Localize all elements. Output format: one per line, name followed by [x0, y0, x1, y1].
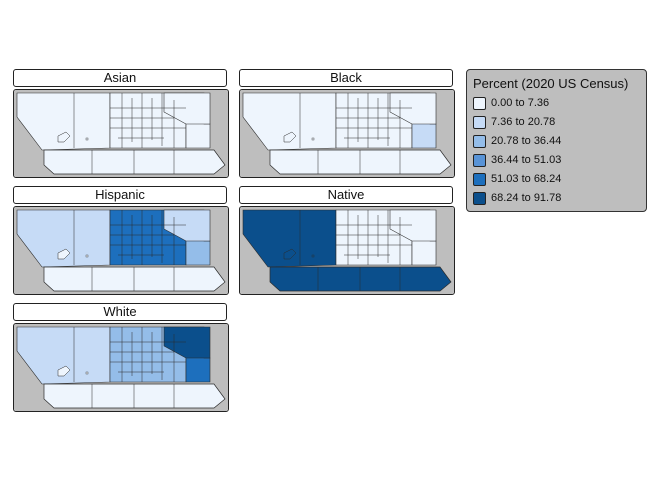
tract-boundaries — [73, 93, 186, 174]
region-west — [16, 92, 111, 151]
map-frame — [13, 323, 229, 412]
enclave-patch — [57, 131, 71, 143]
region-south — [269, 266, 452, 292]
legend-label: 68.24 to 91.78 — [491, 192, 562, 204]
legend-swatch — [473, 192, 486, 205]
choropleth-map — [240, 207, 454, 294]
enclave-dot — [311, 254, 315, 258]
legend: Percent (2020 US Census) 0.00 to 7.36 7.… — [466, 69, 647, 212]
region-south — [43, 266, 226, 292]
enclave-dot — [85, 137, 89, 141]
legend-swatch — [473, 135, 486, 148]
choropleth-map — [240, 90, 454, 177]
region-northeast — [163, 92, 211, 125]
enclave-patch — [57, 365, 71, 377]
region-northeast — [389, 92, 437, 125]
region-south — [269, 149, 452, 175]
facet-label: Native — [239, 186, 453, 204]
region-west — [16, 326, 111, 385]
legend-swatch — [473, 97, 486, 110]
enclave-dot — [311, 137, 315, 141]
legend-label: 20.78 to 36.44 — [491, 135, 562, 147]
region-south — [43, 149, 226, 175]
legend-label: 7.36 to 20.78 — [491, 116, 556, 128]
choropleth-map — [14, 207, 228, 294]
legend-title: Percent (2020 US Census) — [473, 76, 629, 91]
enclave-dot — [85, 254, 89, 258]
tract-boundaries — [73, 327, 186, 408]
map-frame — [13, 89, 229, 178]
enclave-patch — [283, 131, 297, 143]
tract-boundaries — [73, 210, 186, 291]
region-northeast — [163, 326, 211, 359]
choropleth-map — [14, 90, 228, 177]
region-northeast — [389, 209, 437, 242]
facet-label: Black — [239, 69, 453, 87]
legend-label: 0.00 to 7.36 — [491, 97, 550, 109]
legend-swatch — [473, 154, 486, 167]
map-frame — [13, 206, 229, 295]
legend-label: 51.03 to 68.24 — [491, 173, 562, 185]
facet-label: Hispanic — [13, 186, 227, 204]
tract-boundaries — [299, 93, 412, 174]
region-northeast — [163, 209, 211, 242]
map-frame — [239, 89, 455, 178]
region-west — [242, 92, 337, 151]
choropleth-map — [14, 324, 228, 411]
enclave-dot — [85, 371, 89, 375]
region-west — [242, 209, 337, 268]
region-south — [43, 383, 226, 409]
legend-swatch — [473, 173, 486, 186]
tract-boundaries — [299, 210, 412, 291]
region-west — [16, 209, 111, 268]
facet-label: White — [13, 303, 227, 321]
legend-swatch — [473, 116, 486, 129]
enclave-patch — [57, 248, 71, 260]
facet-label: Asian — [13, 69, 227, 87]
legend-label: 36.44 to 51.03 — [491, 154, 562, 166]
enclave-patch — [283, 248, 297, 260]
map-frame — [239, 206, 455, 295]
